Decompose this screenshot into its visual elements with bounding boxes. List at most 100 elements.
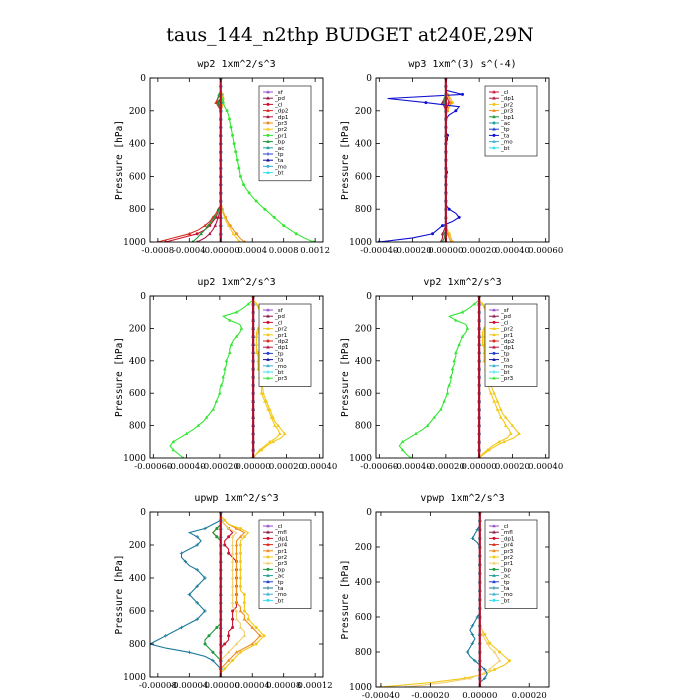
data-point [223,667,227,671]
data-point [449,240,452,242]
legend-marker [266,145,270,150]
data-point [503,423,508,427]
y-tick-label: 200 [355,543,372,553]
y-tick-label: 600 [129,389,146,399]
legend: _cl_dp1_pr2_pr3_bp1_ac_tp_ta_mo_bt [484,85,538,157]
series-group [377,78,464,242]
y-tick-label: 800 [129,422,146,432]
data-point [211,407,216,411]
data-point [226,223,231,227]
data-point [409,456,413,458]
data-point [230,534,235,539]
data-point [441,240,444,242]
legend-label: _pr4 [500,543,514,549]
legend-marker [492,345,496,349]
legend-label: _bt [500,370,510,376]
data-point [207,231,212,236]
data-point [215,527,219,530]
legend-label: _pr3 [500,109,514,115]
data-point [470,536,475,541]
legend-marker [492,561,496,565]
data-point [242,617,247,621]
legend-marker [492,357,496,361]
legend-marker [266,598,270,602]
data-point [254,626,258,629]
data-point [203,576,207,580]
legend-label: _pr3 [500,376,514,382]
legend-marker [492,579,496,584]
x-tick-label: -0.00040 [360,246,398,256]
legend-label: _mo [274,592,287,598]
x-tick-label: -0.00060 [134,462,172,472]
legend-marker [492,524,496,528]
data-point [267,439,272,444]
legend-marker [266,90,270,94]
data-point [242,601,246,605]
legend-marker [266,586,270,590]
data-point [224,358,229,363]
x-tick-label: 0.00020 [462,246,497,256]
data-point [195,600,199,605]
data-point [247,191,251,195]
data-point [230,567,235,572]
data-point [498,650,502,654]
legend-marker [266,573,270,577]
legend-label: _mo [274,364,287,370]
legend-marker [266,332,270,337]
x-tick-label: -0.00008 [139,681,177,691]
legend-marker [492,598,496,602]
data-point [400,448,405,452]
data-point [213,223,218,227]
legend-marker [266,542,270,546]
data-point [454,109,458,113]
legend-label: _sf [500,308,510,314]
x-tick-label: -0.00020 [201,462,239,472]
legend-marker [492,314,496,318]
y-axis-label: Pressure [hPa] [340,337,351,417]
data-point [231,626,235,629]
series-line-dp2 [157,78,222,242]
series-markers [400,296,481,458]
x-tick-label: 0.0012 [300,246,330,256]
legend-marker [492,567,496,571]
data-point [480,342,485,346]
legend-marker [492,308,496,312]
data-point [400,439,405,444]
legend-label: _pr1 [500,561,514,567]
y-axis-label: Pressure [hPa] [114,337,125,417]
legend-label: _pr1 [500,333,514,339]
data-point [271,439,275,444]
y-tick-label: 1000 [349,454,372,464]
data-point [234,617,239,621]
data-point [238,240,241,242]
legend-marker [492,339,496,343]
data-point [465,650,470,654]
data-point [234,642,239,646]
plot-frame [149,295,324,459]
legend-marker [266,567,270,571]
y-tick-label: 1000 [123,673,146,683]
data-point [216,215,221,219]
data-point [495,399,500,403]
data-point [277,431,282,435]
legend-marker [492,326,496,330]
legend-label: _cl [274,524,283,530]
legend-marker [266,351,270,355]
data-point [272,423,277,427]
data-point [238,551,242,555]
data-point [238,568,242,572]
data-point [492,391,496,395]
legend-marker [266,592,270,596]
legend-label: _pd [274,96,285,102]
y-tick-label: 800 [129,640,146,650]
legend-label: _ta [500,133,509,139]
data-point [242,609,246,613]
legend-label: _dp1 [274,536,289,542]
legend-marker [492,548,496,553]
legend-marker [492,370,496,374]
data-point [187,231,192,236]
y-tick-label: 1000 [349,683,372,693]
data-point [196,423,201,427]
data-point [439,240,442,242]
